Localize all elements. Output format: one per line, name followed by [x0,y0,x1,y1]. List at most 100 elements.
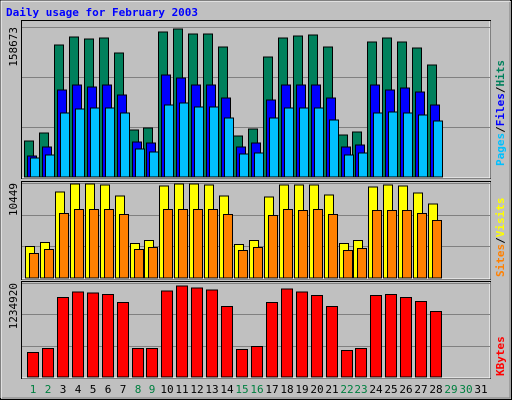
legend-entry: Visits [494,198,507,238]
legend-separator: / [494,126,507,133]
bar [148,246,158,279]
bar [266,302,278,378]
bar [149,151,159,178]
x-tick-label: 20 [310,383,323,396]
bar [117,302,129,378]
legend-separator: / [494,86,507,93]
bar [87,292,99,378]
panel-bevel [22,21,491,179]
bar [370,295,382,378]
panel-bevel [22,182,491,280]
bar [146,348,158,378]
bar [251,346,263,378]
bar [432,220,442,279]
x-tick-label: 18 [280,383,293,396]
bar [74,209,84,279]
bar [418,114,428,178]
bar [385,294,397,378]
bar [343,249,353,279]
bar [403,112,413,178]
x-tick-label: 2 [45,383,52,396]
x-tick-label: 25 [384,383,397,396]
x-tick-label: 29 [444,383,457,396]
x-tick-label: 1 [30,383,37,396]
x-tick-label: 5 [90,383,97,396]
bar [135,148,145,178]
bar [119,214,129,279]
x-tick-label: 4 [75,383,82,396]
x-tick-label: 28 [429,383,442,396]
x-tick-label: 12 [190,383,203,396]
bar [163,209,173,279]
legend-entry: Files [494,93,507,126]
bar [57,297,69,378]
bar [357,247,367,279]
bar [268,215,278,279]
bar [179,102,189,178]
legend: Pages/Files/Hits [494,60,507,166]
bar [104,209,114,279]
x-tick-label: 23 [354,383,367,396]
bar [120,112,130,178]
bar [72,291,84,378]
bar [42,348,54,378]
bar [29,252,39,279]
bar [132,348,144,378]
bar [281,288,293,378]
bar [329,119,339,178]
bar [433,120,443,178]
x-tick-label: 26 [399,383,412,396]
bar [296,291,308,378]
bar [30,157,40,178]
bar [314,107,324,178]
bar [134,248,144,279]
x-tick-label: 10 [160,383,173,396]
legend-entry: Hits [494,60,507,87]
bar [430,310,442,378]
bar [75,108,85,178]
bar [59,213,69,279]
bar [402,210,412,279]
bar [358,152,368,178]
x-tick-label: 30 [459,383,472,396]
legend-separator: / [494,237,507,244]
bar [254,152,264,178]
legend: Sites/Visits [494,198,507,278]
bar [328,214,338,279]
x-tick-label: 6 [105,383,112,396]
bar [60,112,70,178]
bar [191,287,203,378]
bar [313,209,323,279]
x-tick-label: 19 [295,383,308,396]
chart-title: Daily usage for February 2003 [6,6,198,19]
x-tick-label: 15 [235,383,248,396]
bar [283,209,293,279]
x-tick-label: 17 [265,383,278,396]
bar [209,106,219,178]
bar [355,348,367,378]
bar [326,305,338,378]
bar [269,117,279,178]
x-tick-label: 16 [250,383,263,396]
x-tick-label: 7 [120,383,127,396]
x-tick-label: 22 [340,383,353,396]
x-tick-label: 8 [135,383,142,396]
bar [388,111,398,178]
bar [27,352,39,378]
bar [387,210,397,279]
x-tick-label: 11 [175,383,188,396]
bar [400,297,412,378]
bar [194,106,204,178]
bar [90,107,100,178]
x-tick-label: 14 [220,383,234,396]
x-tick-label: 24 [369,383,383,396]
bar [238,249,248,279]
y-tick-label: 158673 [7,27,20,67]
bar [224,117,234,178]
legend-entry: KBytes [494,336,507,376]
x-tick-label: 3 [60,383,67,396]
bar [164,104,174,178]
bar [44,248,54,279]
legend-entry: Pages [494,133,507,166]
